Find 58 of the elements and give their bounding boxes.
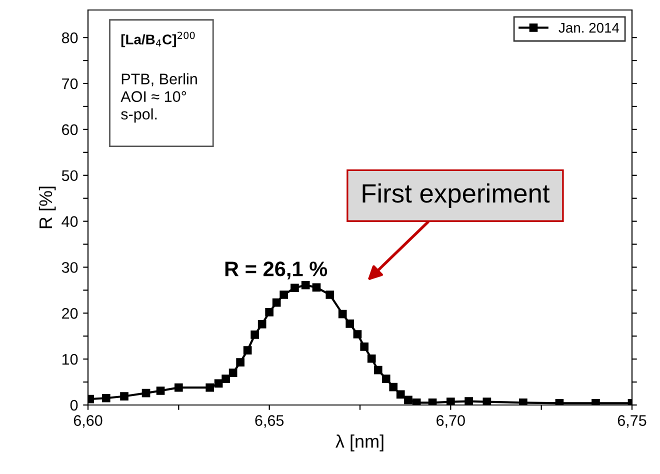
point — [360, 342, 369, 351]
annotation: R = 26,1 % — [225, 262, 328, 280]
y-tick-label: 10 — [62, 354, 78, 365]
x-tick-label: 6,75 — [618, 415, 646, 428]
point — [214, 379, 223, 388]
point — [280, 290, 288, 299]
point — [243, 346, 252, 355]
point — [250, 330, 259, 339]
point — [156, 386, 165, 395]
point — [301, 280, 310, 290]
point — [258, 320, 266, 328]
y-tick-label: 20 — [62, 308, 78, 319]
y-tick-label: 30 — [62, 262, 78, 273]
point — [272, 298, 281, 307]
point — [174, 383, 183, 392]
point — [265, 308, 274, 316]
point — [338, 310, 347, 318]
point — [236, 358, 244, 366]
x-tick-label: 6,70 — [436, 415, 465, 428]
point — [367, 354, 376, 363]
point — [412, 398, 421, 405]
point — [592, 398, 600, 405]
point — [312, 283, 321, 292]
point — [382, 374, 390, 383]
y-tick-label: 80 — [62, 32, 78, 44]
point — [228, 368, 238, 378]
y-tick-label: 40 — [62, 216, 78, 227]
point — [446, 398, 455, 405]
point — [222, 374, 230, 383]
annotation: PTB, Berlin AOI ≈ 10° s-pol. — [120, 73, 197, 123]
point — [142, 388, 150, 398]
legend-label: Jan. 2014 — [558, 22, 620, 33]
point — [346, 320, 354, 328]
y-tick-label: 0 — [70, 400, 78, 411]
point — [464, 397, 473, 405]
y-axis-title: R [%] — [38, 186, 56, 228]
annotation: First experiment — [362, 183, 550, 208]
point — [428, 398, 437, 405]
point — [482, 398, 492, 405]
y-tick-label: 60 — [62, 124, 78, 136]
y-tick-label: 70 — [62, 78, 78, 90]
point — [326, 290, 334, 299]
x-axis-title: λ [nm] — [336, 434, 384, 452]
point — [555, 398, 564, 405]
point — [353, 330, 362, 338]
x-tick-label: 6,60 — [74, 415, 102, 428]
point — [389, 382, 398, 392]
x-tick-label: 6,65 — [255, 415, 284, 428]
annotation: [La/B$_{4}$C]$^{200}$ — [121, 32, 195, 48]
point — [206, 383, 214, 392]
point — [519, 398, 528, 405]
point — [290, 284, 299, 292]
y-tick-label: 50 — [62, 170, 78, 182]
point — [374, 366, 382, 374]
point — [396, 390, 405, 399]
point — [120, 392, 128, 400]
point — [404, 396, 412, 404]
point — [102, 394, 110, 402]
